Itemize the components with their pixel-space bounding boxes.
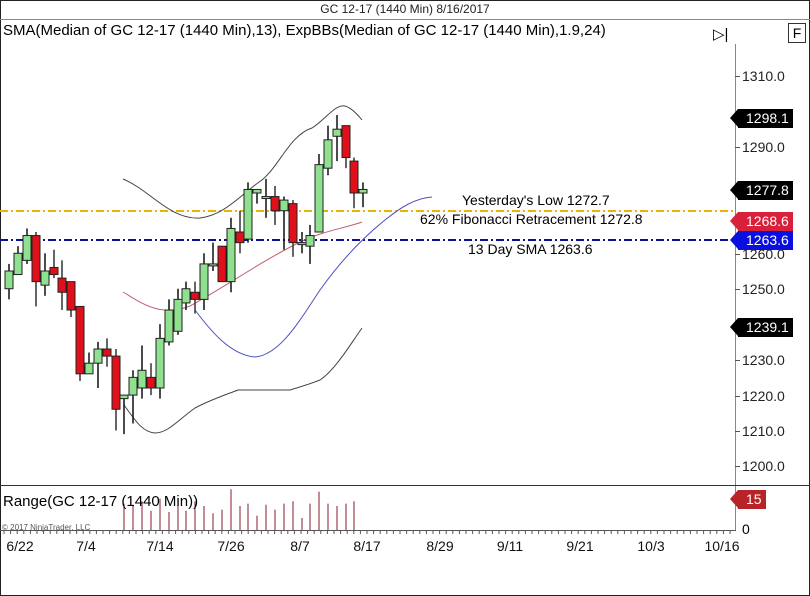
candle-up	[164, 309, 174, 343]
time-label: 7/14	[146, 538, 174, 554]
candle-up	[243, 188, 253, 240]
price-label: 1230.0	[742, 352, 785, 368]
candle-up	[128, 376, 138, 396]
range-zero-label: 0	[742, 521, 750, 537]
range-value-tag: 15	[730, 490, 766, 509]
price-tick	[735, 147, 740, 148]
chart-annotation: Yesterday's Low 1272.7	[462, 192, 610, 208]
candle-up	[323, 139, 333, 169]
candle-up	[119, 394, 129, 400]
candle-down	[190, 291, 200, 300]
time-axis[interactable]	[0, 530, 736, 531]
candle-up	[13, 252, 23, 276]
candle-up	[261, 196, 271, 200]
candle-down	[235, 231, 245, 244]
scroll-to-end-icon[interactable]: ▷|	[713, 26, 729, 43]
window-title: GC 12-17 (1440 Min) 8/16/2017	[320, 2, 490, 16]
candle-up	[155, 337, 165, 389]
range-panel-title: Range(GC 12-17 (1440 Min))	[3, 493, 199, 510]
time-label: 6/22	[6, 538, 34, 554]
chart-annotation: 62% Fibonacci Retracement 1272.8	[420, 211, 643, 227]
candle-up	[297, 242, 307, 246]
candle-down	[75, 305, 85, 375]
f-button[interactable]: F	[788, 23, 806, 43]
candle-up	[358, 188, 368, 194]
candle-down	[288, 203, 298, 244]
price-tag: 1263.6	[730, 231, 793, 250]
price-tag: 1277.8	[730, 181, 793, 200]
price-label: 1200.0	[742, 458, 785, 474]
candle-up	[93, 348, 103, 364]
candle-up	[22, 235, 32, 261]
candle-up	[332, 128, 342, 137]
candle-up	[279, 199, 289, 212]
lower-band	[123, 327, 363, 434]
time-label: 10/3	[637, 538, 665, 554]
candle-down	[217, 245, 227, 283]
candle-down	[66, 281, 76, 311]
candle-up	[314, 164, 324, 233]
candle-up	[181, 288, 191, 304]
price-axis[interactable]	[735, 44, 736, 530]
candle-up	[252, 188, 262, 194]
price-tag: 1239.1	[730, 318, 793, 337]
candle-down	[341, 125, 351, 159]
candle-down	[349, 160, 359, 194]
candle-up	[199, 263, 209, 300]
candle-down	[146, 376, 156, 389]
price-label: 1290.0	[742, 139, 785, 155]
price-tick	[735, 431, 740, 432]
price-tick	[735, 396, 740, 397]
candle-down	[111, 355, 121, 410]
price-tick	[735, 76, 740, 77]
price-tag: 1298.1	[730, 109, 793, 128]
panel-divider[interactable]	[0, 485, 810, 486]
middle-band	[122, 221, 363, 311]
candle-up	[137, 369, 147, 389]
price-label: 1260.0	[742, 246, 785, 262]
copyright: © 2017 NinjaTrader, LLC	[2, 523, 91, 532]
price-tick	[735, 360, 740, 361]
time-label: 10/16	[704, 538, 740, 554]
price-tick	[735, 254, 740, 255]
candle-down	[270, 196, 280, 212]
price-tick	[735, 466, 740, 467]
time-label: 8/7	[290, 538, 310, 554]
price-tick	[735, 289, 740, 290]
price-label: 1310.0	[742, 68, 785, 84]
title-divider	[0, 19, 810, 20]
candle-down	[31, 235, 41, 283]
indicator-title: SMA(Median of GC 12-17 (1440 Min),13), E…	[3, 22, 606, 39]
price-label: 1220.0	[742, 388, 785, 404]
candle-up	[305, 235, 315, 247]
candle-down	[102, 348, 112, 357]
price-tag: 1268.6	[730, 212, 793, 231]
candle-up	[4, 270, 14, 290]
candle-down	[49, 266, 59, 276]
sma-band-line	[194, 196, 433, 358]
candle-down	[57, 277, 67, 293]
chart-annotation: 13 Day SMA 1263.6	[468, 241, 593, 257]
upper-band	[122, 105, 363, 219]
time-label: 9/11	[496, 538, 524, 554]
price-label: 1210.0	[742, 423, 785, 439]
candle-up	[226, 227, 236, 283]
candle-up	[84, 362, 94, 375]
candle-up	[173, 298, 183, 332]
time-label: 9/21	[566, 538, 594, 554]
candle-up	[40, 270, 50, 286]
time-label: 8/17	[353, 538, 381, 554]
time-label: 8/29	[426, 538, 454, 554]
price-label: 1250.0	[742, 281, 785, 297]
candle-up	[208, 263, 218, 267]
time-label: 7/4	[76, 538, 96, 554]
time-label: 7/26	[217, 538, 245, 554]
